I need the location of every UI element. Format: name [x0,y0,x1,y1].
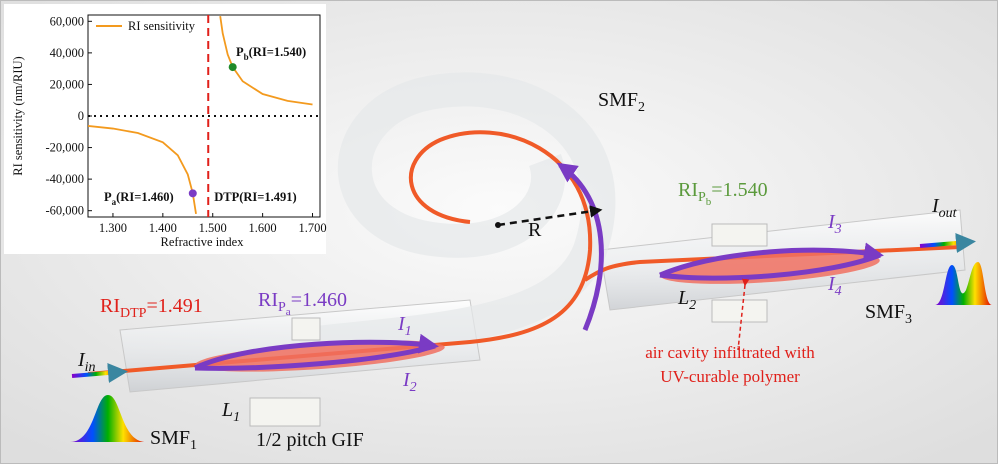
x-tick-label: 1.600 [249,221,277,235]
label-sub: 4 [835,284,842,299]
x-tick-label: 1.300 [99,221,127,235]
point [189,189,197,197]
label-cavity: UV-curable polymer [660,367,800,386]
label-sub: 2 [689,298,696,313]
label-text: =1.491 [146,295,202,317]
y-tick-label: 60,000 [50,14,84,28]
label-text: =1.540 [711,179,767,201]
label-text: =1.460 [291,289,347,311]
y-tick-label: -20,000 [45,141,84,155]
label-text: SMF [865,301,905,323]
label-text: RI [678,179,698,201]
legend-label: RI sensitivity [128,19,196,33]
label-sub: 1 [405,324,412,339]
label-gif: 1/2 pitch GIF [256,429,364,451]
point-label-text: (RI=1.540) [249,45,306,59]
figure: SMF2 R RIPb=1.540 I3 Iout I4 L2 SMF3 air… [0,0,998,464]
dtp-label: DTP(RI=1.491) [214,190,296,204]
label-text: SMF [598,89,638,111]
x-axis-label: Refractive index [161,235,245,249]
label-sub: 2 [410,380,417,395]
label-sub: 1 [190,438,197,453]
label-text: RI [258,289,278,311]
y-tick-label: 0 [78,109,84,123]
label-text: SMF [150,427,190,449]
label-r: R [528,219,542,241]
label-sub: P [278,300,286,315]
point [229,63,237,71]
point-label-text: (RI=1.460) [116,190,173,204]
label-text: L [221,399,233,421]
label-sub: P [698,190,706,205]
y-axis-label: RI sensitivity (nm/RIU) [11,56,25,175]
y-tick-label: 20,000 [50,77,84,91]
label-text: RI [100,295,120,317]
label-sub: 1 [233,410,240,425]
label-sub: in [85,360,96,375]
label-sub: DTP [120,306,147,321]
label-cavity: air cavity infiltrated with [645,343,815,362]
x-tick-label: 1.700 [298,221,326,235]
label-sub: out [939,206,958,221]
label-sub: 3 [834,222,842,237]
y-tick-label: 40,000 [50,46,84,60]
y-tick-label: -40,000 [45,172,84,186]
y-tick-label: -60,000 [45,204,84,218]
label-sub: 3 [905,312,912,327]
label-sub: 2 [638,100,645,115]
label-text: L [677,287,689,309]
x-tick-label: 1.400 [149,221,177,235]
x-tick-label: 1.500 [199,221,227,235]
